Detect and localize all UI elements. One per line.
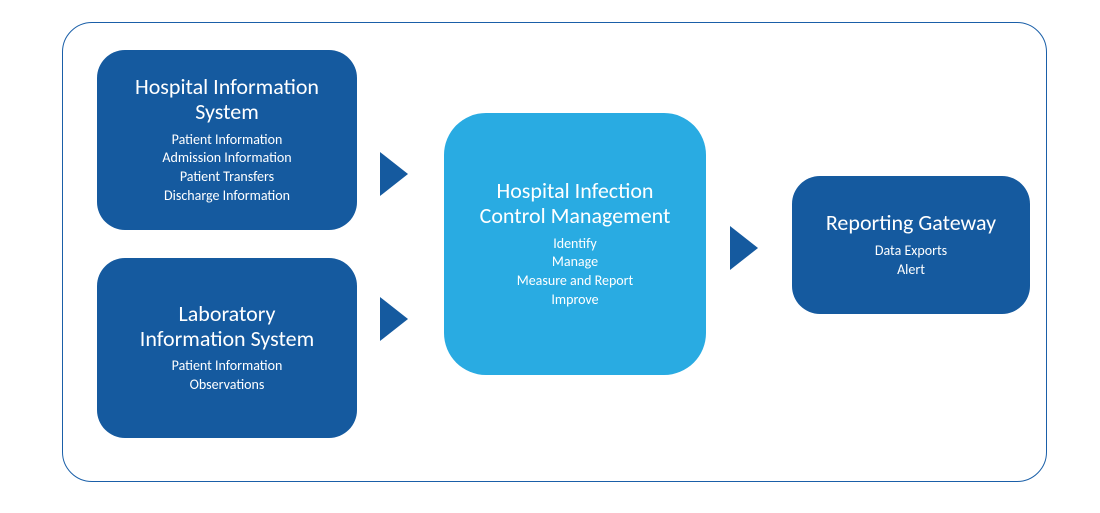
node-title: Reporting Gateway: [826, 210, 996, 235]
title-line: Hospital Infection: [497, 177, 654, 204]
node-title: Hospital Infection Control Management: [480, 178, 671, 229]
node-item: Manage: [517, 253, 634, 272]
title-line: Reporting Gateway: [826, 209, 996, 236]
node-item: Improve: [517, 291, 634, 310]
node-item: Patient Transfers: [162, 168, 291, 187]
node-items: Data Exports Alert: [875, 242, 947, 280]
node-hospital-infection-control-management: Hospital Infection Control Management Id…: [444, 113, 706, 375]
node-reporting-gateway: Reporting Gateway Data Exports Alert: [792, 176, 1030, 314]
node-item: Patient Information: [162, 131, 291, 150]
title-line: System: [195, 98, 259, 125]
node-items: Identify Manage Measure and Report Impro…: [517, 235, 634, 311]
title-line: Information System: [140, 325, 314, 352]
arrow-right-icon: [380, 152, 408, 196]
node-item: Measure and Report: [517, 272, 634, 291]
node-hospital-information-system: Hospital Information System Patient Info…: [97, 50, 357, 230]
title-line: Control Management: [480, 202, 671, 229]
node-items: Patient Information Observations: [172, 357, 283, 395]
node-item: Admission Information: [162, 149, 291, 168]
node-title: Hospital Information System: [135, 74, 319, 125]
node-item: Identify: [517, 235, 634, 254]
node-item: Patient Information: [172, 357, 283, 376]
node-item: Discharge Information: [162, 187, 291, 206]
arrow-right-icon: [380, 297, 408, 341]
node-laboratory-information-system: Laboratory Information System Patient In…: [97, 258, 357, 438]
title-line: Laboratory: [179, 300, 276, 327]
arrow-right-icon: [730, 226, 758, 270]
node-item: Data Exports: [875, 242, 947, 261]
node-items: Patient Information Admission Informatio…: [162, 131, 291, 207]
node-item: Observations: [172, 376, 283, 395]
node-item: Alert: [875, 261, 947, 280]
title-line: Hospital Information: [135, 73, 319, 100]
node-title: Laboratory Information System: [140, 301, 314, 352]
